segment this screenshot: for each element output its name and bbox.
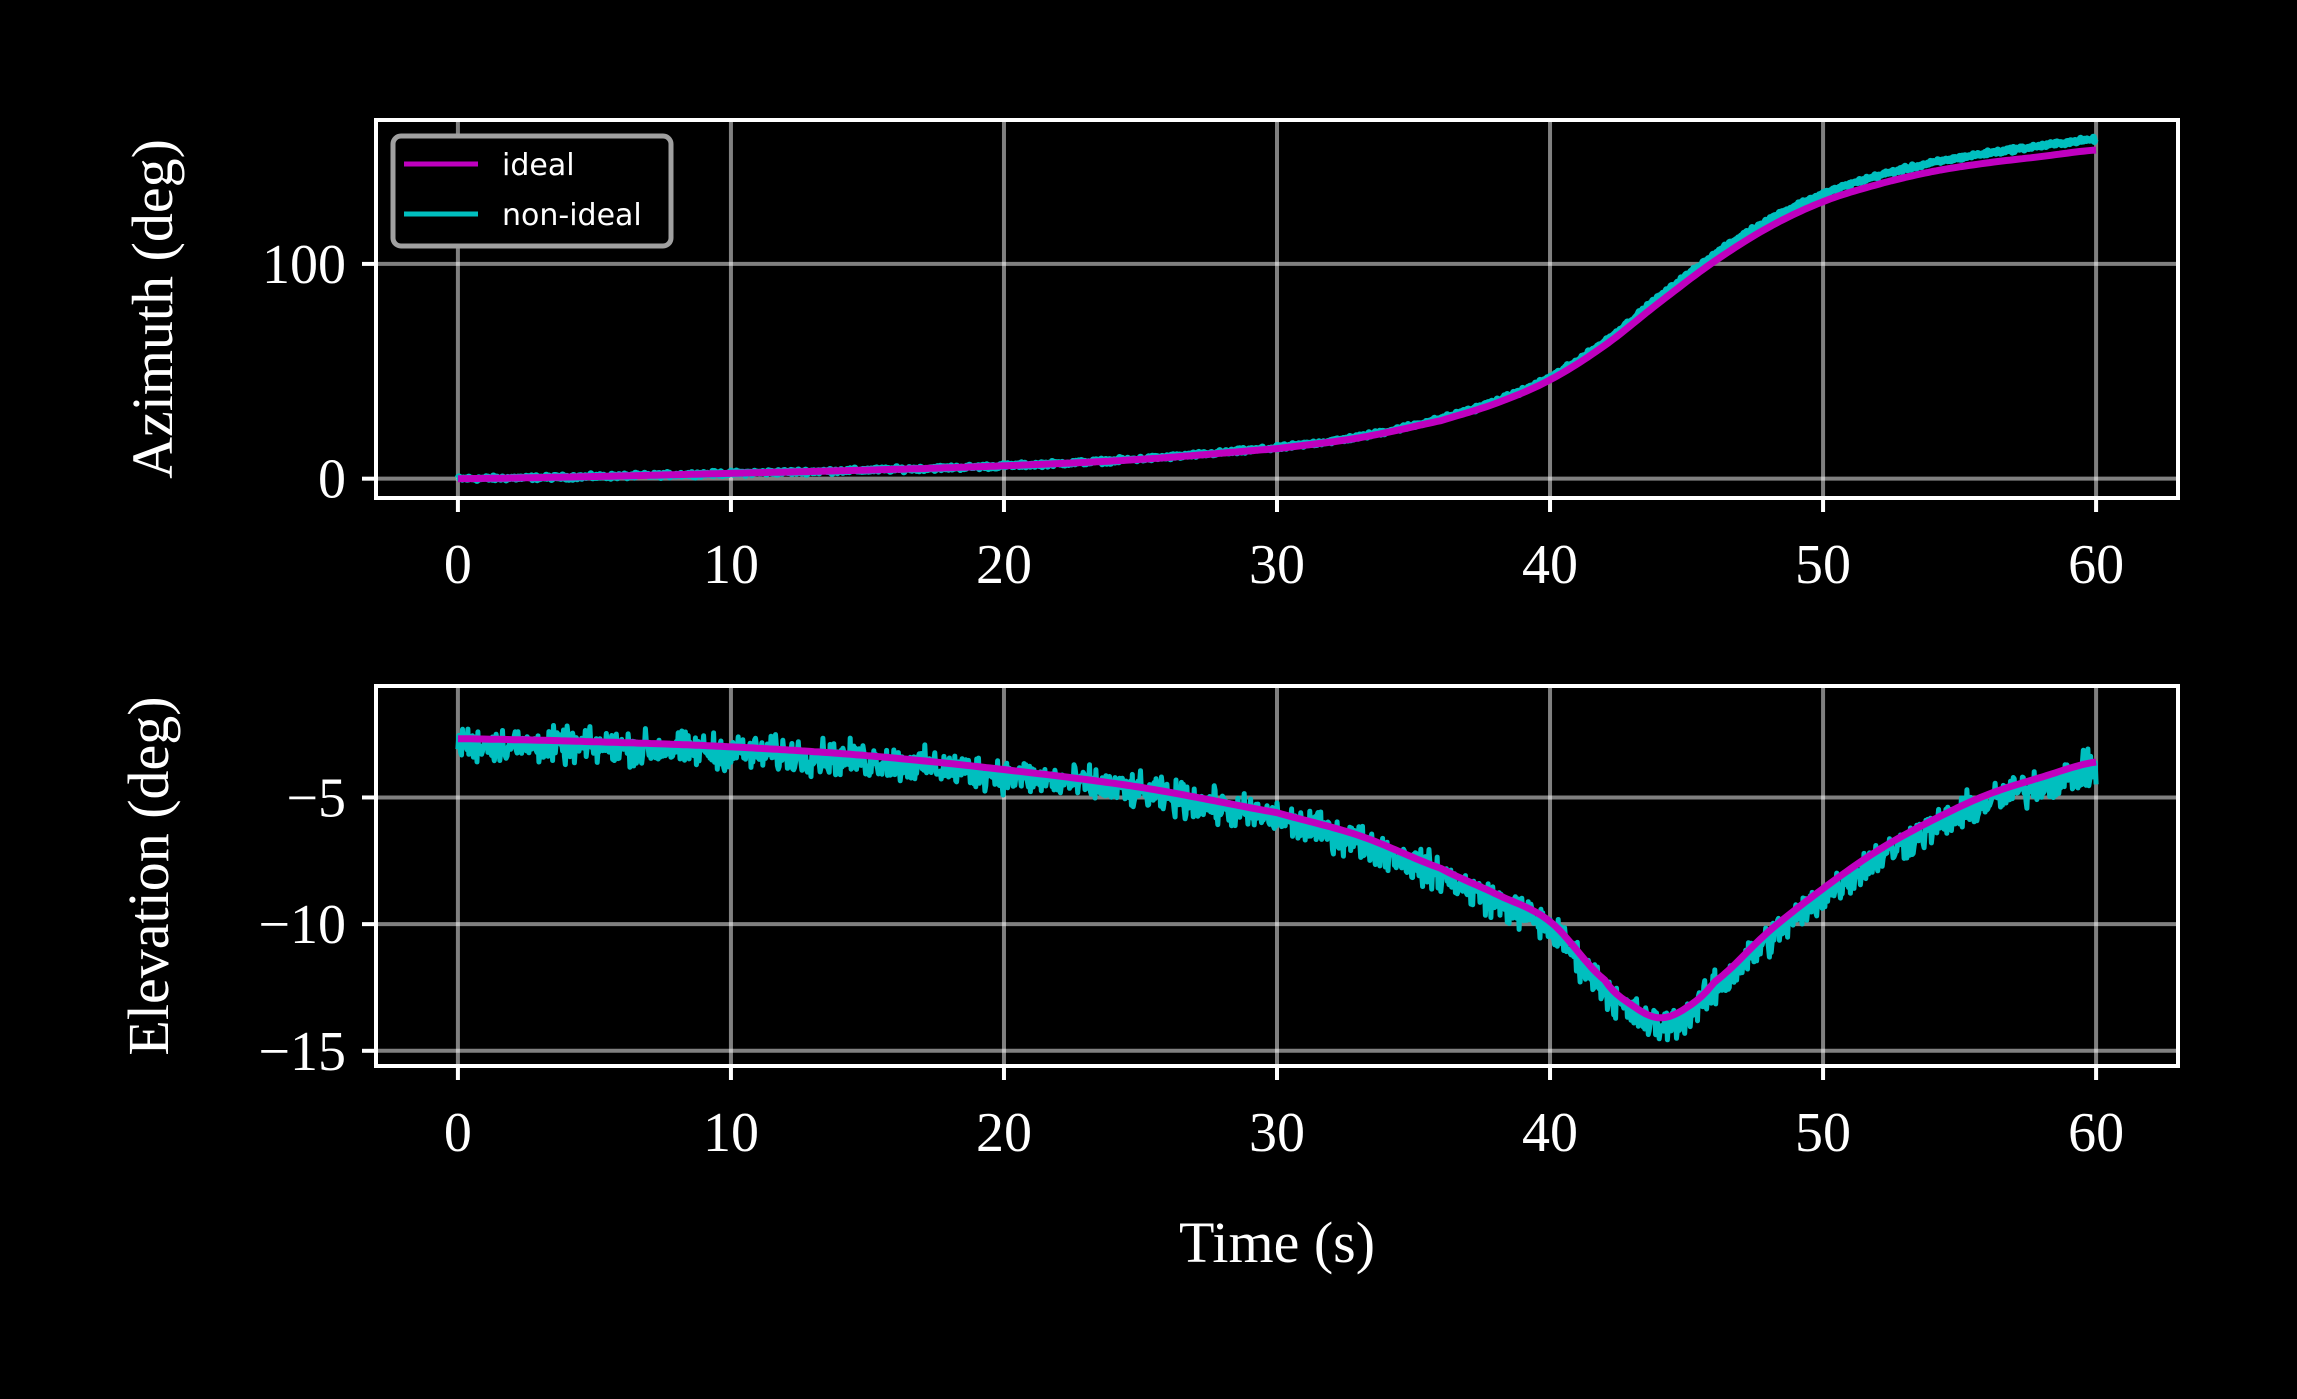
legend-ideal-label: ideal (502, 148, 575, 183)
time-xlabel: Time (s) (1179, 1210, 1375, 1275)
x-tick-label: 30 (1249, 1102, 1305, 1164)
x-tick-label: 20 (976, 534, 1032, 596)
legend: ideal non-ideal (390, 133, 674, 249)
series-line-ideal (457, 735, 2097, 1022)
azimuth-ylabel: Azimuth (deg) (120, 139, 185, 479)
elevation-ylabel: Elevation (deg) (116, 696, 181, 1055)
y-tick-label: 0 (318, 449, 346, 511)
y-tick-label: −10 (258, 894, 346, 956)
y-tick-label: 100 (262, 234, 346, 296)
x-tick-label: 60 (2068, 534, 2124, 596)
x-tick-label: 50 (1795, 534, 1851, 596)
elevation-axes: 0 10 20 30 40 50 60 −5 −10 −15 (258, 684, 2180, 1164)
x-tick-label: 0 (444, 1102, 472, 1164)
y-tick-label: −5 (286, 767, 346, 829)
x-tick-label: 0 (444, 534, 472, 596)
x-tick-label: 10 (703, 534, 759, 596)
y-tick-label: −15 (258, 1021, 346, 1083)
x-tick-label: 50 (1795, 1102, 1851, 1164)
azimuth-axes: 0 10 20 30 40 50 60 0 100 (262, 118, 2180, 596)
legend-non-ideal-label: non-ideal (502, 198, 642, 233)
x-tick-label: 20 (976, 1102, 1032, 1164)
x-tick-label: 40 (1522, 534, 1578, 596)
x-tick-label: 10 (703, 1102, 759, 1164)
x-tick-label: 40 (1522, 1102, 1578, 1164)
series-line-ideal (457, 146, 2097, 483)
x-tick-label: 60 (2068, 1102, 2124, 1164)
x-tick-label: 30 (1249, 534, 1305, 596)
series-line-non-ideal (455, 723, 2099, 1043)
